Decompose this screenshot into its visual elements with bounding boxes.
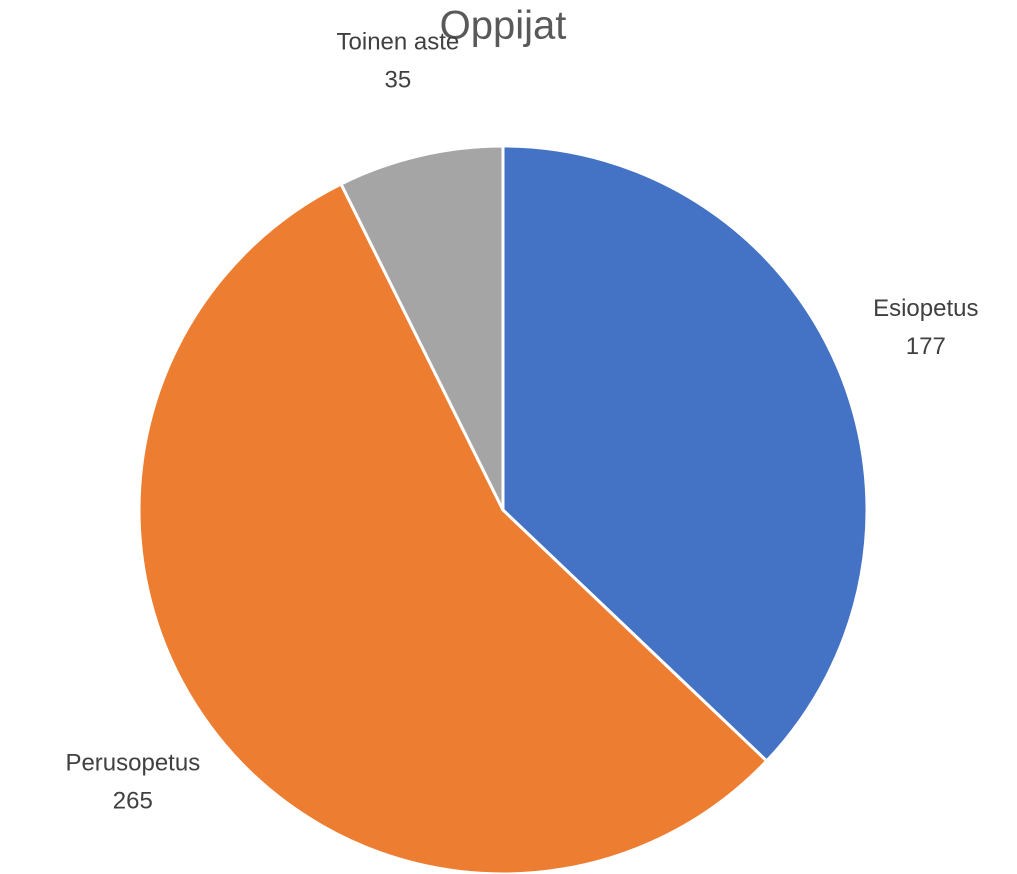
slice-label-value: 265 <box>113 787 153 814</box>
slice-label-value: 35 <box>385 67 412 94</box>
pie-slice <box>339 144 505 511</box>
slice-label-name: Esiopetus <box>873 295 978 322</box>
slice-label-value: 177 <box>906 333 946 360</box>
slice-label-name: Perusopetus <box>65 749 200 776</box>
chart-title: Oppijat <box>440 4 567 48</box>
slice-label-name: Toinen aste <box>337 29 460 56</box>
pie-slice <box>137 181 769 874</box>
pie-slice <box>501 144 869 764</box>
